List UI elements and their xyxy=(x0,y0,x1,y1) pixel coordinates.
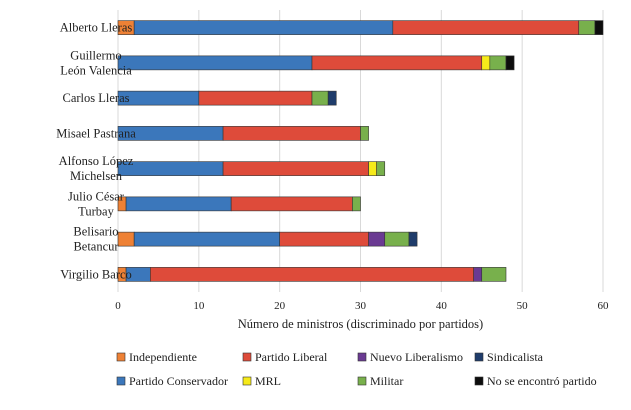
legend-item: MRL xyxy=(242,374,281,388)
category-label-line: Alberto Lleras xyxy=(60,21,133,35)
bar-segment xyxy=(117,55,313,71)
category-label-line: Julio César xyxy=(68,189,125,203)
legend-label: Sindicalista xyxy=(487,350,544,364)
bar-segment xyxy=(150,267,474,282)
category-label: Virgilio Barco xyxy=(60,267,132,281)
bar-segment xyxy=(311,90,329,106)
bar-segment xyxy=(311,55,483,71)
category-labels: Alberto Lleras Guillermo León Valencia Carl… xyxy=(56,21,136,282)
category-label: Misael Pastrana xyxy=(56,126,136,140)
x-tick-label: 10 xyxy=(193,300,205,312)
x-tick-label: 60 xyxy=(598,300,610,312)
category-label: Carlos Lleras xyxy=(63,91,130,105)
category-label-line: Michelsen xyxy=(70,169,123,183)
gridlines xyxy=(117,10,604,292)
bar-segment xyxy=(392,20,580,35)
x-tick-label: 50 xyxy=(517,300,529,312)
bar-segment xyxy=(505,55,515,71)
legend-item: Militar xyxy=(357,374,403,388)
legend-label: MRL xyxy=(255,374,281,388)
category-label: Guillermo León Valencia xyxy=(60,48,132,77)
legend-label: Partido Conservador xyxy=(129,374,228,388)
legend-label: No se encontró partido xyxy=(487,374,597,388)
legend-swatch xyxy=(116,352,126,362)
legend-item: No se encontró partido xyxy=(474,374,597,388)
x-tick-label: 30 xyxy=(355,300,367,312)
legend-swatch xyxy=(242,376,252,386)
bar-segment xyxy=(376,161,386,176)
bar-segment xyxy=(133,20,394,35)
bar-segment xyxy=(368,161,377,176)
bar-segment xyxy=(279,231,369,247)
bar-segment xyxy=(117,90,200,106)
legend-label: Partido Liberal xyxy=(255,350,328,364)
bar-segment xyxy=(594,20,604,35)
bar-segment xyxy=(198,90,313,106)
bar-segment xyxy=(408,231,418,247)
category-label-line: Turbay xyxy=(78,204,114,218)
x-tick-labels: 0 10 20 30 40 50 60 xyxy=(115,300,609,312)
legend-label: Militar xyxy=(370,374,403,388)
legend-item: Independiente xyxy=(116,350,197,364)
category-label-line: León Valencia xyxy=(60,63,132,77)
bar-segment xyxy=(481,55,491,71)
bars xyxy=(117,20,604,282)
bar-segment xyxy=(384,231,410,247)
x-tick-label: 40 xyxy=(436,300,448,312)
bar-segment xyxy=(352,196,361,212)
category-label-line: Misael Pastrana xyxy=(56,126,136,140)
category-label-line: Virgilio Barco xyxy=(60,267,132,281)
category-label: Alfonso López Michelsen xyxy=(59,154,134,183)
category-label-line: Carlos Lleras xyxy=(63,91,130,105)
legend-label: Independiente xyxy=(129,350,197,364)
category-label-line: Alfonso López xyxy=(59,154,134,168)
legend: Independiente Partido Liberal Nuevo Libera… xyxy=(116,350,597,388)
x-axis-title: Número de ministros (discriminado por pa… xyxy=(238,317,483,331)
legend-item: Partido Liberal xyxy=(242,350,328,364)
category-label: Belisario Betancur xyxy=(73,225,119,254)
bar-segment xyxy=(327,90,337,106)
bar-segment xyxy=(481,267,507,282)
bar-segment xyxy=(117,231,135,247)
legend-swatch xyxy=(242,352,252,362)
bar-segment xyxy=(230,196,353,212)
bar-segment xyxy=(368,231,386,247)
category-label-line: Betancur xyxy=(73,240,119,254)
category-label: Julio César Turbay xyxy=(68,189,125,218)
legend-swatch xyxy=(474,352,484,362)
x-tick-label: 20 xyxy=(274,300,286,312)
bar-segment xyxy=(473,267,483,282)
bar-segment xyxy=(222,161,369,176)
bar-segment xyxy=(125,196,232,212)
legend-swatch xyxy=(357,352,367,362)
legend-swatch xyxy=(116,376,126,386)
bar-segment xyxy=(489,55,507,71)
legend-item: Nuevo Liberalismo xyxy=(357,350,463,364)
legend-label: Nuevo Liberalismo xyxy=(370,350,463,364)
bar-segment xyxy=(578,20,596,35)
x-tick-label: 0 xyxy=(115,300,121,312)
category-label-line: Guillermo xyxy=(70,48,121,62)
bar-segment xyxy=(117,161,224,176)
legend-swatch xyxy=(357,376,367,386)
legend-item: Partido Conservador xyxy=(116,374,228,388)
category-label-line: Belisario xyxy=(73,225,118,239)
bar-segment xyxy=(222,126,361,141)
category-label: Alberto Lleras xyxy=(60,21,133,35)
bar-segment xyxy=(360,126,369,141)
bar-segment xyxy=(133,231,280,247)
legend-swatch xyxy=(474,376,484,386)
legend-item: Sindicalista xyxy=(474,350,544,364)
